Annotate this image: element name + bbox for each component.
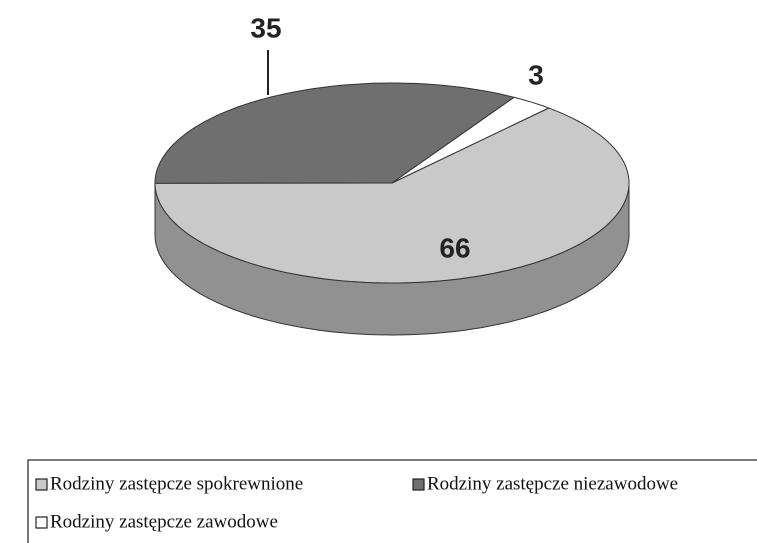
legend-label: Rodziny zastępcze zawodowe	[50, 511, 278, 532]
legend-swatch	[412, 478, 425, 491]
data-label: 35	[250, 12, 281, 43]
pie-slice	[154, 107, 630, 284]
legend-swatch	[35, 478, 48, 491]
legend-swatch	[35, 516, 48, 529]
legend-label: Rodziny zastępcze spokrewnione	[50, 473, 303, 494]
pie-slice	[154, 82, 516, 184]
data-label: 3	[528, 59, 544, 90]
data-label: 66	[439, 232, 470, 263]
pie-slice	[391, 96, 550, 184]
legend-label: Rodziny zastępcze niezawodowe	[427, 473, 678, 494]
legend-box	[27, 459, 757, 543]
